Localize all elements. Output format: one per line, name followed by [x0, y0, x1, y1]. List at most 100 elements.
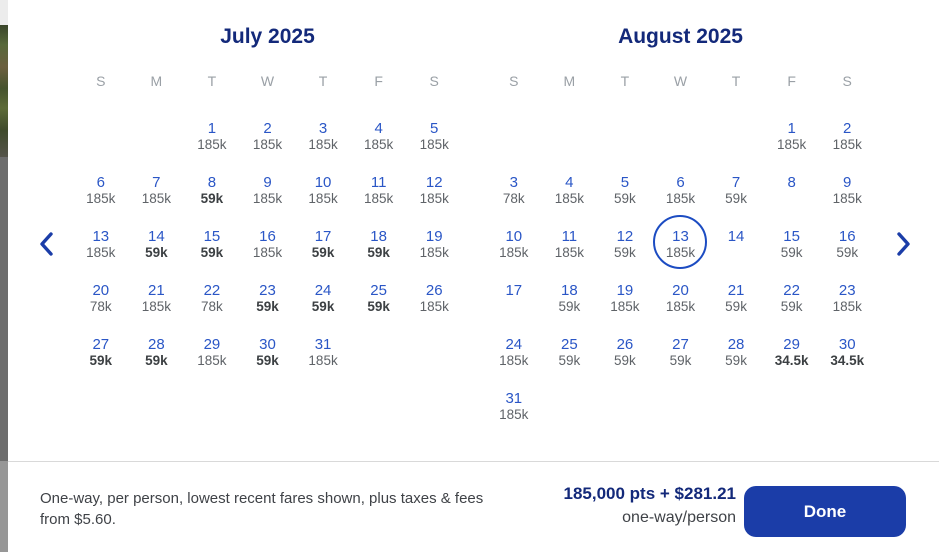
day-number: 8 — [207, 174, 217, 191]
calendar-day-cell[interactable]: 1 185k — [184, 117, 240, 171]
calendar-day-cell[interactable]: 7 185k — [129, 171, 185, 225]
calendar-day-cell[interactable]: 30 34.5k — [819, 333, 875, 387]
fare-price: 59k — [311, 299, 335, 314]
calendar-day-cell[interactable]: 31 185k — [295, 333, 351, 387]
calendar-day-selected[interactable]: 13 185k — [653, 225, 709, 279]
fare-price: 59k — [367, 245, 390, 260]
weekday-header: T — [207, 73, 217, 89]
calendar-day-cell[interactable]: 8 — [764, 171, 820, 225]
calendar-empty-cell — [542, 117, 598, 171]
calendar-day-cell[interactable]: 12 185k — [406, 171, 462, 225]
calendar-empty-cell — [597, 117, 653, 171]
calendar-day-cell[interactable]: 23 185k — [819, 279, 875, 333]
day-number: 14 — [148, 228, 165, 245]
day-number: 23 — [838, 282, 856, 299]
day-number: 29 — [783, 336, 800, 353]
fare-price: 185k — [252, 137, 283, 152]
calendar-day-cell[interactable]: 22 59k — [764, 279, 820, 333]
calendar-day-cell[interactable]: 10 185k — [486, 225, 542, 279]
calendar-day-cell[interactable]: 4 185k — [351, 117, 407, 171]
calendar-day-cell[interactable]: 31 185k — [486, 387, 542, 441]
calendar-day-cell[interactable]: 26 59k — [597, 333, 653, 387]
calendar-day-cell[interactable]: 16 185k — [240, 225, 296, 279]
fare-price: 59k — [200, 191, 224, 206]
day-number: 20 — [672, 282, 689, 299]
calendar-day-cell[interactable]: 5 59k — [597, 171, 653, 225]
weekday-header: F — [787, 73, 796, 89]
calendar-day-cell[interactable]: 18 59k — [351, 225, 407, 279]
calendar-day-cell[interactable]: 30 59k — [240, 333, 296, 387]
calendar-day-cell[interactable]: 14 59k — [129, 225, 185, 279]
calendar-day-cell[interactable]: 24 185k — [486, 333, 542, 387]
calendar-day-cell[interactable]: 5 185k — [406, 117, 462, 171]
calendar-day-cell[interactable]: 15 59k — [764, 225, 820, 279]
calendar-day-cell[interactable]: 2 185k — [819, 117, 875, 171]
calendar-day-cell[interactable]: 3 78k — [486, 171, 542, 225]
day-number: 10 — [314, 174, 332, 191]
day-number: 22 — [783, 282, 800, 299]
calendar-day-cell[interactable]: 7 59k — [708, 171, 764, 225]
calendar-day-cell[interactable]: 12 59k — [597, 225, 653, 279]
calendar-day-cell[interactable]: 19 185k — [597, 279, 653, 333]
calendar-day-cell[interactable]: 17 59k — [295, 225, 351, 279]
next-months-button[interactable] — [889, 228, 917, 260]
calendar-day-cell[interactable]: 29 185k — [184, 333, 240, 387]
day-number: 25 — [370, 282, 387, 299]
calendar-day-cell[interactable]: 2 185k — [240, 117, 296, 171]
calendar-day-cell[interactable]: 17 — [486, 279, 542, 333]
calendar-day-cell[interactable]: 25 59k — [351, 279, 407, 333]
fare-price: 185k — [499, 407, 529, 422]
calendar-day-cell[interactable]: 6 185k — [653, 171, 709, 225]
calendar-day-cell[interactable]: 4 185k — [542, 171, 598, 225]
calendar-day-cell[interactable]: 29 34.5k — [764, 333, 820, 387]
fare-price: 185k — [308, 353, 338, 368]
weekday-header: S — [842, 73, 852, 89]
previous-months-button[interactable] — [32, 228, 60, 260]
fare-price: 185k — [363, 191, 394, 206]
calendar-day-cell[interactable]: 16 59k — [819, 225, 875, 279]
fare-price: 185k — [141, 299, 171, 314]
calendar-day-cell[interactable]: 27 59k — [653, 333, 709, 387]
calendar-day-cell[interactable]: 20 78k — [73, 279, 129, 333]
calendar-day-cell[interactable]: 8 59k — [184, 171, 240, 225]
calendar-day-cell[interactable]: 18 59k — [542, 279, 598, 333]
background-strip-top — [0, 0, 8, 25]
calendar-day-cell[interactable]: 23 59k — [240, 279, 296, 333]
day-number: 10 — [505, 228, 523, 245]
done-button[interactable]: Done — [744, 486, 906, 537]
calendar-day-cell[interactable]: 3 185k — [295, 117, 351, 171]
calendar-day-cell[interactable]: 14 — [708, 225, 764, 279]
calendar-day-cell[interactable]: 19 185k — [406, 225, 462, 279]
fare-price: 185k — [419, 137, 449, 152]
calendar-day-cell[interactable]: 25 59k — [542, 333, 598, 387]
calendar-day-cell[interactable]: 21 59k — [708, 279, 764, 333]
calendar-day-cell[interactable]: 28 59k — [708, 333, 764, 387]
calendar-day-cell[interactable]: 21 185k — [129, 279, 185, 333]
calendar-day-cell[interactable]: 10 185k — [295, 171, 351, 225]
fare-price: 185k — [610, 299, 640, 314]
fare-price: 59k — [614, 245, 636, 260]
fare-price: 59k — [725, 353, 747, 368]
fare-price: 59k — [89, 353, 113, 368]
fare-disclaimer: One-way, per person, lowest recent fares… — [40, 490, 484, 528]
day-number: 23 — [259, 282, 276, 299]
calendar-day-cell[interactable]: 20 185k — [653, 279, 709, 333]
calendar-day-cell[interactable]: 9 185k — [240, 171, 296, 225]
calendar-day-cell[interactable]: 11 185k — [542, 225, 598, 279]
day-number: 26 — [616, 336, 634, 353]
fare-price: 59k — [780, 299, 803, 314]
calendar-day-cell[interactable]: 1 185k — [764, 117, 820, 171]
calendar-day-cell[interactable]: 9 185k — [819, 171, 875, 225]
calendar-day-cell[interactable]: 28 59k — [129, 333, 185, 387]
fare-price: 185k — [86, 245, 116, 260]
calendar-day-cell[interactable]: 11 185k — [351, 171, 407, 225]
calendar-day-cell[interactable]: 27 59k — [73, 333, 129, 387]
calendar-day-cell[interactable]: 15 59k — [184, 225, 240, 279]
calendar-day-cell[interactable]: 26 185k — [406, 279, 462, 333]
calendar-day-cell[interactable]: 24 59k — [295, 279, 351, 333]
calendar-day-cell[interactable]: 6 185k — [73, 171, 129, 225]
calendar-day-cell[interactable]: 13 185k — [73, 225, 129, 279]
fare-price: 185k — [141, 191, 171, 206]
calendar-day-cell[interactable]: 22 78k — [184, 279, 240, 333]
